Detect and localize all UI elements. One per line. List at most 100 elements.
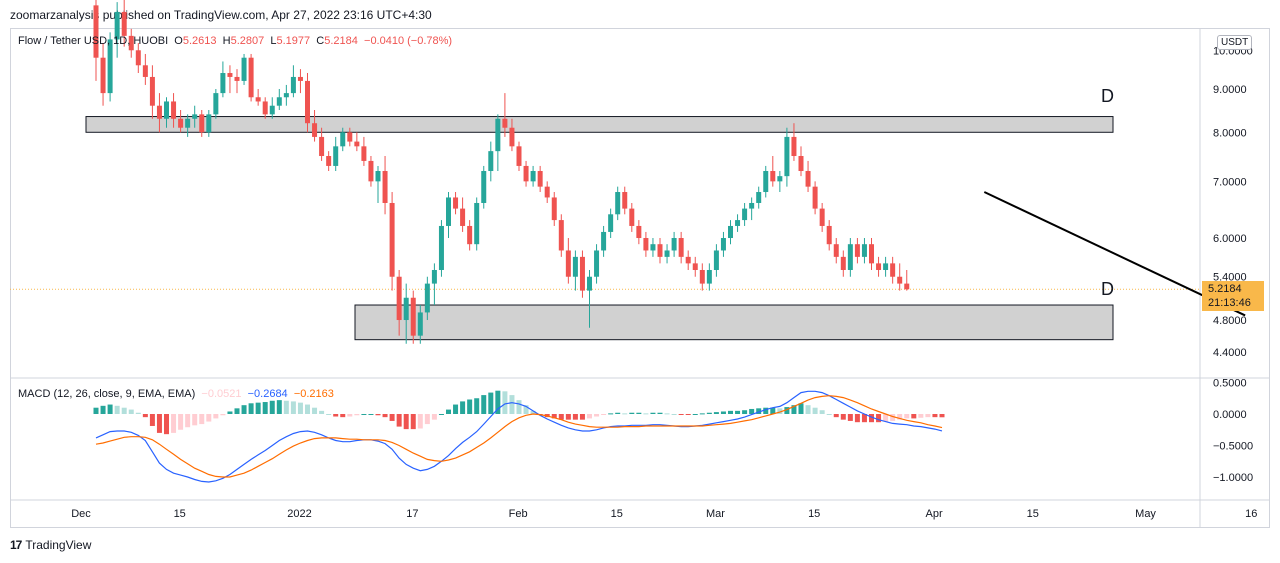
candle-body[interactable]: [156, 105, 162, 119]
candle-body[interactable]: [720, 238, 726, 251]
candle-body[interactable]: [685, 256, 691, 264]
support-zone[interactable]: [354, 304, 1114, 341]
candle-body[interactable]: [854, 244, 860, 257]
candle-body[interactable]: [107, 39, 113, 94]
candle-body[interactable]: [791, 136, 797, 157]
candle-body[interactable]: [558, 220, 564, 251]
candle-body[interactable]: [361, 146, 367, 161]
candle-body[interactable]: [135, 50, 141, 66]
candle-body[interactable]: [601, 231, 607, 251]
candle-body[interactable]: [100, 57, 106, 94]
candle-body[interactable]: [142, 65, 148, 77]
candle-body[interactable]: [326, 156, 332, 166]
candle-body[interactable]: [312, 123, 318, 137]
candle-body[interactable]: [185, 118, 191, 128]
candle-body[interactable]: [798, 156, 804, 172]
candle-body[interactable]: [678, 238, 684, 257]
candle-body[interactable]: [149, 76, 155, 106]
candle-body[interactable]: [213, 93, 219, 115]
candle-body[interactable]: [192, 114, 198, 119]
candle-body[interactable]: [615, 192, 621, 215]
candle-body[interactable]: [897, 276, 903, 284]
candle-body[interactable]: [389, 202, 395, 277]
candle-body[interactable]: [467, 225, 473, 245]
candle-body[interactable]: [121, 11, 127, 36]
candle-body[interactable]: [869, 244, 874, 264]
candle-body[interactable]: [530, 171, 536, 182]
candle-body[interactable]: [128, 35, 134, 51]
candle-body[interactable]: [840, 256, 846, 270]
candle-body[interactable]: [297, 76, 303, 81]
candle-body[interactable]: [382, 171, 388, 203]
candle-body[interactable]: [255, 97, 261, 102]
candle-body[interactable]: [833, 244, 839, 257]
candle-body[interactable]: [319, 136, 325, 157]
candle-body[interactable]: [523, 165, 529, 182]
candle-body[interactable]: [262, 101, 268, 115]
candle-body[interactable]: [396, 276, 402, 321]
candle-body[interactable]: [706, 269, 712, 284]
candle-body[interactable]: [735, 220, 741, 226]
descending-trendline[interactable]: [983, 191, 1246, 317]
candle-body[interactable]: [890, 263, 896, 277]
candle-body[interactable]: [248, 57, 254, 98]
candle-body[interactable]: [114, 11, 120, 40]
candle-body[interactable]: [657, 244, 663, 257]
candle-body[interactable]: [629, 208, 635, 226]
resistance-zone[interactable]: [85, 116, 1114, 133]
candle-body[interactable]: [206, 114, 212, 133]
candle-body[interactable]: [424, 283, 430, 313]
candle-body[interactable]: [347, 132, 353, 142]
macd-title[interactable]: MACD (12, 26, close, 9, EMA, EMA): [18, 388, 196, 400]
candle-body[interactable]: [340, 132, 346, 147]
candle-body[interactable]: [749, 202, 755, 209]
candle-body[interactable]: [692, 263, 698, 270]
candle-body[interactable]: [572, 256, 578, 277]
candle-body[interactable]: [763, 171, 769, 193]
candle-body[interactable]: [777, 176, 783, 182]
candle-body[interactable]: [622, 192, 628, 209]
candle-body[interactable]: [93, 5, 99, 58]
candle-body[interactable]: [481, 171, 487, 203]
candle-body[interactable]: [551, 197, 557, 221]
candle-body[interactable]: [847, 244, 853, 270]
candle-body[interactable]: [883, 263, 889, 270]
candle-body[interactable]: [227, 73, 233, 77]
candle-body[interactable]: [587, 276, 592, 291]
candle-body[interactable]: [728, 225, 733, 239]
candle-body[interactable]: [453, 197, 459, 209]
candle-body[interactable]: [664, 250, 670, 257]
candle-body[interactable]: [199, 114, 205, 133]
candle-body[interactable]: [403, 297, 409, 321]
candle-body[interactable]: [537, 171, 543, 187]
candle-body[interactable]: [805, 171, 811, 187]
candle-body[interactable]: [431, 269, 437, 284]
candle-body[interactable]: [509, 127, 515, 147]
candle-body[interactable]: [671, 238, 677, 251]
candle-body[interactable]: [269, 105, 275, 115]
candle-body[interactable]: [446, 197, 451, 226]
candle-body[interactable]: [742, 208, 748, 221]
candle-body[interactable]: [819, 208, 825, 226]
candle-body[interactable]: [305, 80, 310, 124]
candle-body[interactable]: [699, 269, 705, 284]
candle-body[interactable]: [354, 141, 360, 147]
symbol-title[interactable]: Flow / Tether USD, 1D, HUOBI: [18, 35, 169, 47]
candle-body[interactable]: [164, 101, 169, 119]
candle-body[interactable]: [770, 171, 776, 182]
candle-body[interactable]: [460, 208, 466, 226]
candle-body[interactable]: [171, 101, 177, 119]
candle-body[interactable]: [417, 312, 423, 336]
candle-body[interactable]: [826, 225, 832, 245]
candle-body[interactable]: [234, 76, 240, 81]
candle-body[interactable]: [368, 160, 374, 182]
candle-body[interactable]: [438, 225, 444, 270]
candle-body[interactable]: [178, 118, 184, 128]
candle-body[interactable]: [650, 244, 656, 251]
candle-body[interactable]: [812, 186, 818, 209]
candle-body[interactable]: [502, 118, 508, 128]
candle-body[interactable]: [544, 186, 550, 198]
candle-body[interactable]: [241, 57, 247, 81]
candle-body[interactable]: [579, 256, 585, 291]
